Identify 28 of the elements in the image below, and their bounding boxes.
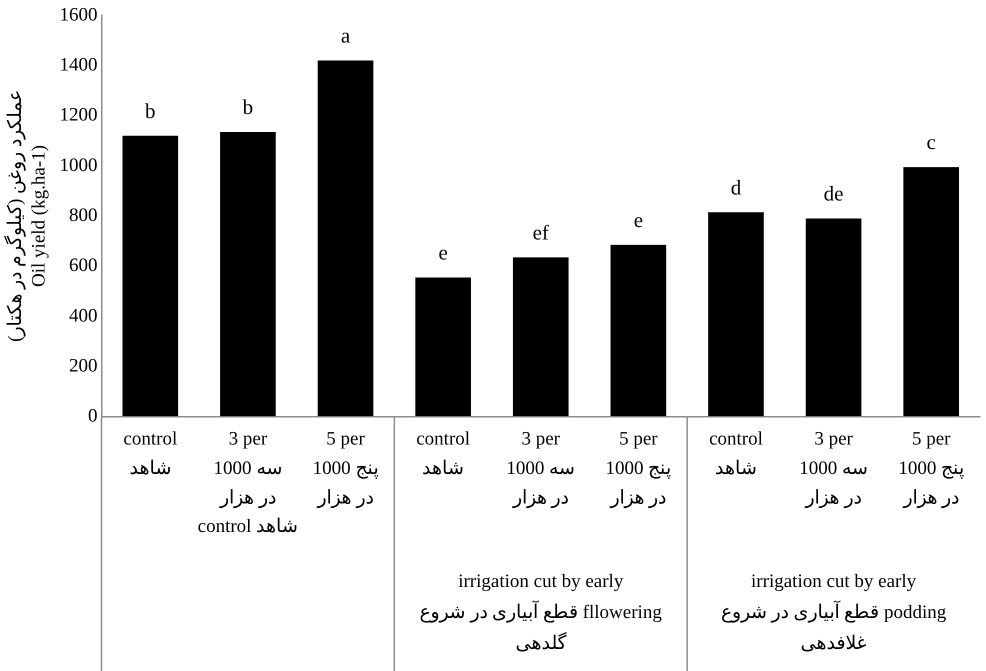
data-label: b xyxy=(145,98,156,123)
y-tick-label: 400 xyxy=(69,305,98,326)
y-tick-label: 800 xyxy=(69,205,98,226)
data-label: e xyxy=(438,240,448,264)
data-label: b xyxy=(242,95,254,120)
y-tick-label: 1200 xyxy=(60,104,98,126)
y-tick-label: 600 xyxy=(69,255,98,276)
bar xyxy=(806,218,862,416)
y-tick-label: 1000 xyxy=(60,154,98,176)
text: control شاهد xyxy=(198,516,298,537)
bar xyxy=(318,60,374,416)
bar xyxy=(903,167,960,416)
bar xyxy=(708,212,764,416)
bar xyxy=(610,244,666,416)
bar xyxy=(122,136,178,416)
bar xyxy=(220,132,276,416)
data-label: c xyxy=(926,130,936,154)
data-label: d xyxy=(730,175,742,200)
data-label: e xyxy=(634,208,644,232)
bar xyxy=(512,257,569,416)
data-label: ef xyxy=(532,220,549,244)
y-tick-label: 1600 xyxy=(60,4,98,26)
y-tick-label: 1400 xyxy=(60,54,98,76)
y-tick-label: 200 xyxy=(69,355,98,376)
bar xyxy=(415,277,471,416)
data-label: a xyxy=(340,24,351,48)
data-label: de xyxy=(824,182,844,206)
y-tick-label: 0 xyxy=(88,406,98,427)
